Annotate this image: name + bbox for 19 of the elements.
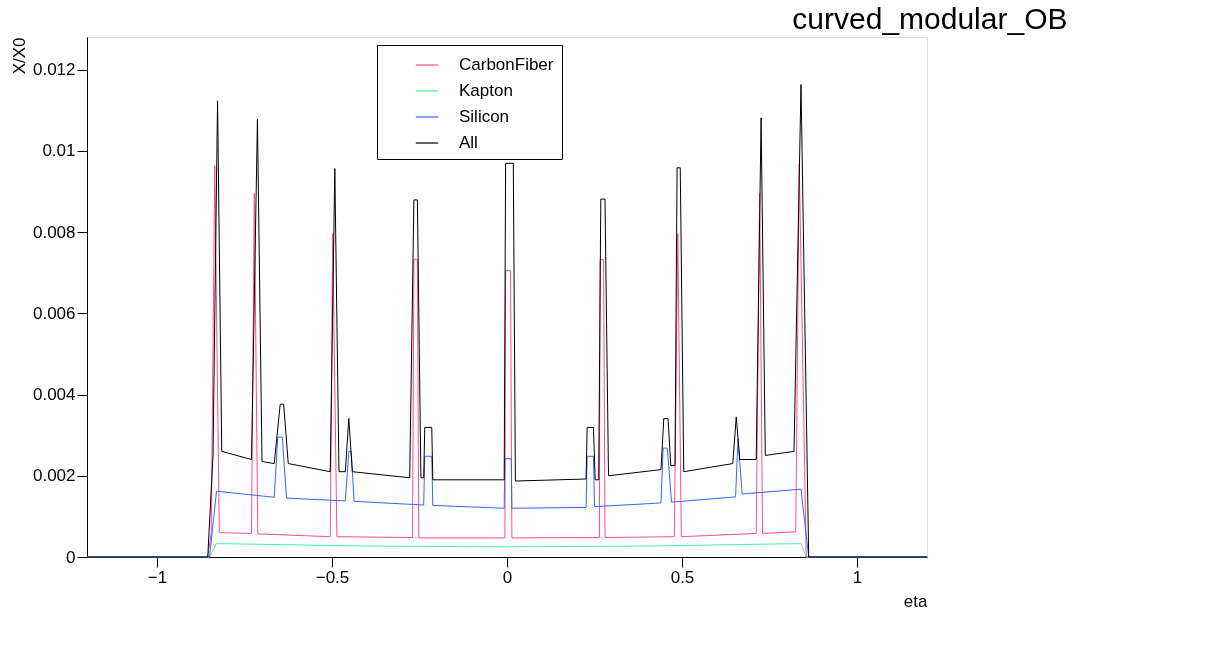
x-tick-label: 1 — [852, 567, 863, 587]
y-tick-label: 0 — [66, 547, 76, 567]
y-tick-label: 0.008 — [32, 222, 76, 242]
x-tick-label: −1 — [147, 567, 168, 587]
y-tick-label: 0.004 — [32, 385, 76, 404]
x-axis-title: eta — [903, 591, 929, 611]
y-tick-label: 0.002 — [32, 466, 76, 486]
y-tick-label: 0.006 — [32, 303, 76, 323]
chart-title: curved_modular_OB — [792, 2, 1068, 35]
x-tick-label: −0.5 — [315, 567, 350, 587]
legend-label: Kapton — [459, 81, 513, 100]
legend-label: Silicon — [459, 107, 510, 126]
x-tick-label: 0 — [502, 567, 513, 587]
y-tick-label: 0.012 — [32, 60, 76, 79]
y-axis-title: X/X0 — [9, 37, 29, 75]
y-tick-label: 0.01 — [42, 141, 76, 161]
legend-label: All — [459, 133, 478, 152]
x-tick-label: 0.5 — [670, 567, 695, 587]
legend-label: CarbonFiber — [459, 55, 554, 74]
